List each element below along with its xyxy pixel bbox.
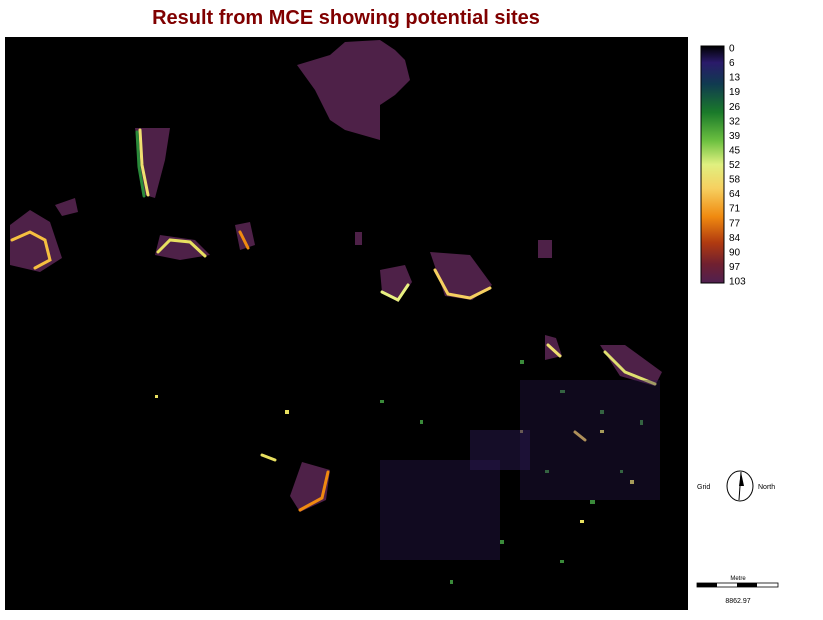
legend-label: 52 — [729, 160, 741, 171]
legend-label: 58 — [729, 175, 741, 186]
map-title: Result from MCE showing potential sites — [152, 7, 540, 29]
legend-label: 103 — [729, 277, 746, 288]
scale-bar: Metre 8862.97 — [696, 576, 779, 605]
legend-label: 32 — [729, 116, 741, 127]
legend: 0 6 13 19 26 32 39 45 52 58 64 71 77 84 90 97 103 — [700, 44, 746, 288]
north-arrow-left: Grid — [697, 484, 710, 491]
legend-label: 97 — [729, 262, 741, 273]
raster-map — [5, 37, 688, 610]
legend-label: 39 — [729, 131, 741, 142]
legend-label: 13 — [729, 73, 741, 84]
legend-label: 90 — [729, 247, 741, 258]
legend-label: 84 — [729, 233, 741, 244]
legend-label: 45 — [729, 145, 741, 156]
legend-label: 0 — [729, 44, 735, 55]
scale-distance: 8862.97 — [725, 598, 750, 605]
legend-label: 64 — [729, 189, 741, 200]
north-arrow-right: North — [758, 484, 775, 491]
scale-unit: Metre — [730, 576, 746, 582]
legend-label: 77 — [729, 218, 741, 229]
legend-label: 6 — [729, 58, 735, 69]
north-arrow: Grid North — [697, 470, 775, 502]
legend-label: 19 — [729, 87, 741, 98]
legend-label: 71 — [729, 204, 741, 215]
legend-label: 26 — [729, 102, 741, 113]
